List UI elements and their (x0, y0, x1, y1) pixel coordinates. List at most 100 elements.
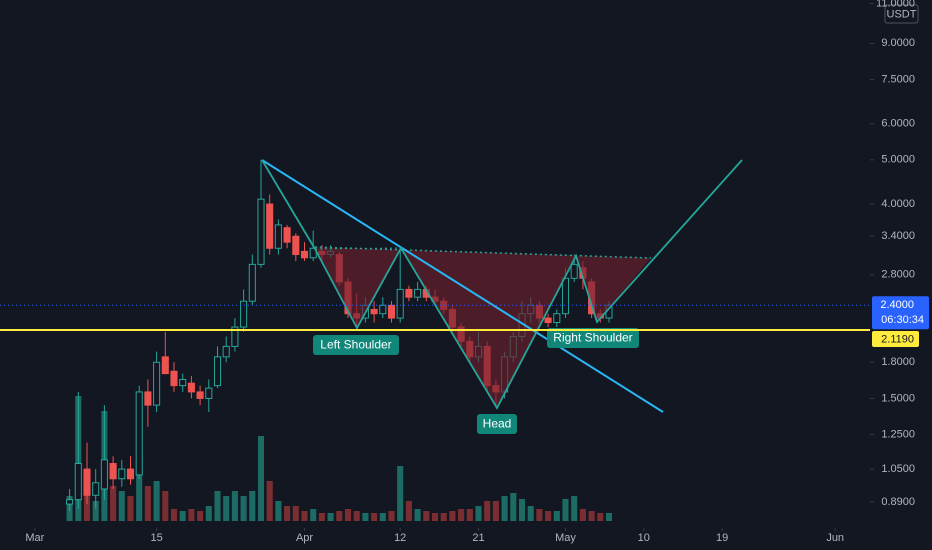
volume-bar (188, 509, 195, 521)
candle-body (213, 356, 222, 387)
candle-body (292, 235, 300, 256)
volume-bar (266, 481, 273, 521)
volume-bar (223, 496, 230, 521)
annotation: Right Shoulder (553, 331, 632, 345)
candle-body (300, 250, 309, 259)
x-tick-label: 10 (638, 532, 650, 544)
volume-bar (423, 511, 430, 521)
volume-bar (214, 491, 221, 521)
volume-bar (397, 466, 404, 521)
volume-bar (249, 491, 256, 521)
volume-bar (118, 491, 125, 521)
volume-bar (318, 513, 325, 521)
volume-bar (379, 513, 386, 521)
candle-body (126, 468, 135, 480)
volume-bar (153, 481, 160, 521)
candle-body (240, 300, 248, 328)
candle-body (83, 468, 91, 496)
pattern-fill (315, 247, 651, 408)
volume-bar (440, 513, 447, 521)
volume-bar (92, 501, 99, 521)
volume-bar (336, 511, 343, 521)
volume-bar (136, 451, 143, 521)
volume-bar (205, 506, 212, 521)
x-tick-label: Apr (296, 532, 313, 544)
volume-bar (562, 499, 569, 521)
last-price-label: 2.4000 (880, 299, 914, 311)
y-tick-label: 1.5000 (881, 392, 915, 404)
level-box (872, 330, 919, 347)
volume-bar (301, 511, 308, 521)
volume-bar (275, 501, 282, 521)
candle-body (387, 304, 396, 319)
volume-bar (127, 496, 134, 521)
candle-body (161, 356, 169, 375)
volume-bar (240, 496, 247, 521)
volume-bar (605, 513, 613, 521)
candle-body (118, 468, 126, 480)
annotation-box (477, 414, 517, 434)
candle-body (74, 463, 82, 501)
volume-bar (231, 491, 238, 521)
annotation-box (313, 335, 399, 355)
currency-box (884, 4, 919, 24)
candle-body (396, 288, 404, 319)
volume-bar (310, 509, 317, 521)
x-tick-label: 19 (716, 532, 728, 544)
y-tick-label: 11.0000 (876, 0, 915, 9)
candle-body (283, 227, 291, 243)
volume-bar (553, 511, 560, 521)
volume-bar (197, 511, 204, 521)
candle-body (561, 277, 570, 315)
candle-body (370, 308, 378, 315)
candle-body (570, 263, 578, 279)
x-tick-label: 12 (394, 532, 406, 544)
volume-bar (597, 513, 604, 521)
volume-bar (162, 491, 169, 521)
volume-bar (527, 506, 534, 521)
y-tick-label: 9.0000 (881, 37, 915, 49)
volume-bar (484, 501, 491, 521)
y-tick-label: 6.0000 (881, 118, 915, 130)
candle-body (379, 304, 387, 315)
volume-bar (292, 506, 299, 521)
volume-bar (179, 511, 186, 521)
candle-body (248, 263, 256, 302)
volume-bar (588, 511, 595, 521)
annotation: Left Shoulder (320, 338, 391, 352)
pattern-line (261, 159, 743, 410)
candle-body (222, 345, 230, 358)
candle-body (66, 499, 74, 505)
y-tick-label: 5.0000 (881, 154, 915, 166)
volume-bar (170, 509, 178, 521)
volume-bar (110, 486, 117, 521)
volume-bar (144, 486, 151, 521)
drawings: Left Shoulder Head Right Shoulder (261, 159, 743, 434)
candle-body (109, 463, 117, 480)
candle-body (266, 203, 274, 249)
y-tick-label: 1.0500 (881, 463, 915, 475)
candle-body (179, 379, 187, 387)
candle-body (205, 387, 213, 399)
candle-body (135, 391, 143, 476)
y-tick-label: 1.2500 (881, 428, 915, 440)
candle-body (231, 326, 239, 347)
last-price-box (872, 296, 929, 330)
level-label: 2.1190 (881, 333, 914, 345)
volume-bar (353, 511, 360, 521)
currency: USDT (887, 8, 917, 20)
volume-bar (327, 513, 334, 521)
countdown: 06:30:34 (881, 314, 924, 326)
annotation-box (547, 328, 639, 348)
trend-line (261, 159, 664, 413)
volume-bar (449, 511, 456, 521)
volume-bar (257, 436, 265, 521)
y-tick-label: 3.4000 (881, 230, 915, 242)
volume-bar (83, 491, 91, 521)
volume-bar (545, 511, 552, 521)
candle-body (92, 482, 100, 496)
volume-bar (510, 493, 517, 521)
volume-bar (344, 509, 352, 521)
candle-body (414, 288, 422, 298)
